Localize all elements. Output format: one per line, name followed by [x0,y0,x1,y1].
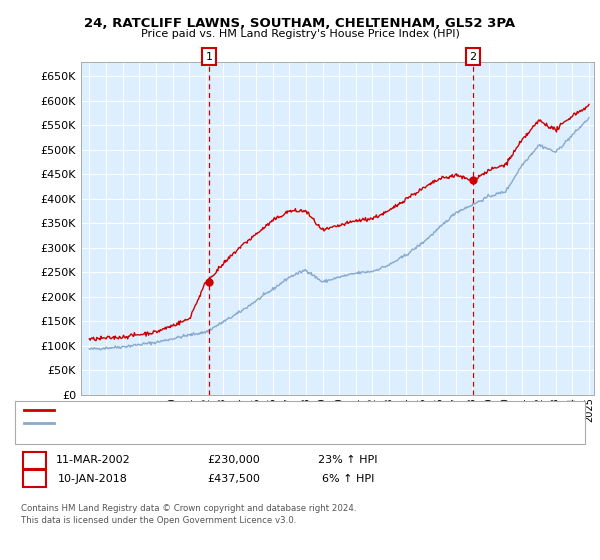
Text: 2: 2 [469,52,476,62]
Text: Contains HM Land Registry data © Crown copyright and database right 2024.
This d: Contains HM Land Registry data © Crown c… [21,504,356,525]
Text: Price paid vs. HM Land Registry's House Price Index (HPI): Price paid vs. HM Land Registry's House … [140,29,460,39]
Text: HPI: Average price, detached house, Tewkesbury: HPI: Average price, detached house, Tewk… [57,418,299,428]
Text: 1: 1 [206,52,212,62]
Text: 24, RATCLIFF LAWNS, SOUTHAM, CHELTENHAM, GL52 3PA: 24, RATCLIFF LAWNS, SOUTHAM, CHELTENHAM,… [85,17,515,30]
Text: 2: 2 [31,474,38,484]
Text: £230,000: £230,000 [208,455,260,465]
Text: 6% ↑ HPI: 6% ↑ HPI [322,474,374,484]
Text: 23% ↑ HPI: 23% ↑ HPI [318,455,378,465]
Text: 1: 1 [31,455,38,465]
Text: 10-JAN-2018: 10-JAN-2018 [58,474,128,484]
Text: £437,500: £437,500 [208,474,260,484]
Text: 24, RATCLIFF LAWNS, SOUTHAM, CHELTENHAM, GL52 3PA (detached house): 24, RATCLIFF LAWNS, SOUTHAM, CHELTENHAM,… [57,405,435,415]
Text: 11-MAR-2002: 11-MAR-2002 [56,455,130,465]
